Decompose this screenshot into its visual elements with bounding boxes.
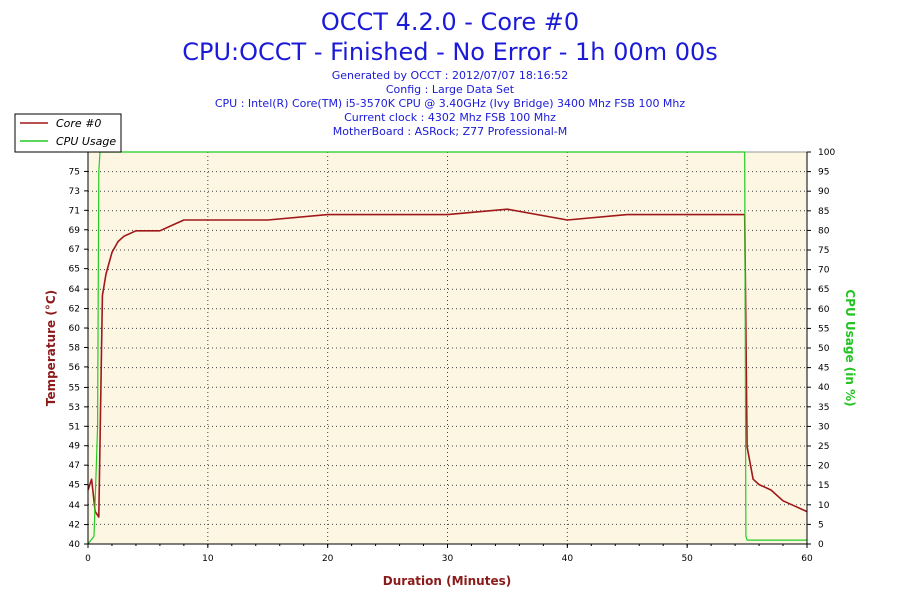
chart-subtitle: CPU:OCCT - Finished - No Error - 1h 00m … xyxy=(182,38,718,66)
y2-tick-label: 15 xyxy=(818,481,829,491)
y-tick-label: 49 xyxy=(69,442,81,452)
y-tick-label: 60 xyxy=(69,324,81,334)
y2-tick-label: 95 xyxy=(818,168,829,178)
y-tick-label: 42 xyxy=(69,521,80,531)
y-axis-title-left: Temperature (°C) xyxy=(44,290,58,406)
y-tick-label: 47 xyxy=(69,461,80,471)
y-tick-label: 64 xyxy=(69,285,81,295)
y2-tick-label: 60 xyxy=(818,305,830,315)
y2-tick-label: 90 xyxy=(818,187,830,197)
y2-tick-label: 0 xyxy=(818,540,824,550)
y-tick-label: 51 xyxy=(69,422,80,432)
axes-layer: 0 10 20 30 40 50 60 0 5 10 15 20 25 30 35 40 45 50 55 60 65 7… xyxy=(69,148,836,564)
info-line-cpu: CPU : Intel(R) Core(TM) i5-3570K CPU @ 3… xyxy=(215,97,686,110)
y2-tick-label: 55 xyxy=(818,324,829,334)
y-tick-label: 73 xyxy=(69,187,80,197)
y-tick-label: 44 xyxy=(69,501,81,511)
series-line-cpu-usage xyxy=(87,151,807,545)
y2-tick-label: 85 xyxy=(818,207,829,217)
info-line-config: Config : Large Data Set xyxy=(386,83,515,96)
y-tick-label: 62 xyxy=(69,305,80,315)
y-tick-label: 67 xyxy=(69,245,80,255)
info-line-clock: Current clock : 4302 Mhz FSB 100 Mhz xyxy=(344,111,556,124)
y-tick-label: 71 xyxy=(69,206,80,216)
y2-tick-label: 10 xyxy=(818,501,830,511)
y2-tick-label: 25 xyxy=(818,442,829,452)
x-tick-label: 60 xyxy=(801,554,813,564)
x-tick-label: 0 xyxy=(85,554,91,564)
y-tick-label: 65 xyxy=(69,265,80,275)
y2-tick-label: 50 xyxy=(818,344,830,354)
y-tick-label: 56 xyxy=(69,363,81,373)
y2-tick-label: 20 xyxy=(818,462,830,472)
y2-tick-label: 40 xyxy=(818,383,830,393)
y2-tick-label: 80 xyxy=(818,226,830,236)
y2-tick-label: 100 xyxy=(818,148,835,158)
series-layer xyxy=(87,151,808,545)
y2-tick-label: 75 xyxy=(818,246,829,256)
info-line-generated: Generated by OCCT : 2012/07/07 18:16:52 xyxy=(332,69,569,82)
y-tick-label: 69 xyxy=(69,226,81,236)
y2-tick-label: 35 xyxy=(818,403,829,413)
grid xyxy=(88,152,807,544)
x-tick-label: 20 xyxy=(322,554,334,564)
legend-label-cpu-usage: CPU Usage xyxy=(56,135,116,148)
y-tick-label: 40 xyxy=(69,540,81,550)
y-tick-label: 55 xyxy=(69,383,80,393)
y2-tick-label: 70 xyxy=(818,266,830,276)
y-tick-label: 75 xyxy=(69,167,80,177)
x-tick-label: 50 xyxy=(681,554,693,564)
x-tick-label: 30 xyxy=(442,554,454,564)
y-tick-label: 53 xyxy=(69,403,80,413)
x-tick-label: 10 xyxy=(202,554,214,564)
y2-tick-label: 65 xyxy=(818,285,829,295)
y-tick-label: 58 xyxy=(69,343,81,353)
legend: Core #0 CPU Usage xyxy=(14,113,122,153)
y2-tick-label: 30 xyxy=(818,422,830,432)
y2-tick-label: 45 xyxy=(818,364,829,374)
chart-title: OCCT 4.2.0 - Core #0 xyxy=(321,8,579,36)
info-line-motherboard: MotherBoard : ASRock; Z77 Professional-M xyxy=(333,125,567,138)
legend-label-core0: Core #0 xyxy=(56,117,101,130)
y-axis-title-right: CPU Usage (in %) xyxy=(843,289,857,406)
y2-tick-label: 5 xyxy=(818,520,824,530)
legend-box xyxy=(14,113,122,153)
series-line-core0 xyxy=(87,208,808,518)
y-tick-label: 45 xyxy=(69,481,80,491)
x-axis-title: Duration (Minutes) xyxy=(383,574,511,588)
x-tick-label: 40 xyxy=(562,554,574,564)
